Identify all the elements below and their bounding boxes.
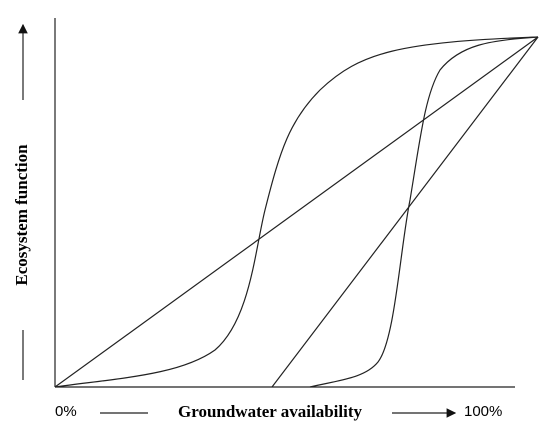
x-min-label: 0% xyxy=(55,403,77,420)
x-max-label: 100% xyxy=(464,403,502,420)
late-sigmoid-response xyxy=(309,36,539,388)
x-axis-label: Groundwater availability xyxy=(178,402,363,421)
linear-response xyxy=(54,36,539,388)
threshold-linear-response xyxy=(271,36,539,388)
y-axis-label: Ecosystem function xyxy=(12,144,31,286)
early-sigmoid-response xyxy=(54,36,539,388)
